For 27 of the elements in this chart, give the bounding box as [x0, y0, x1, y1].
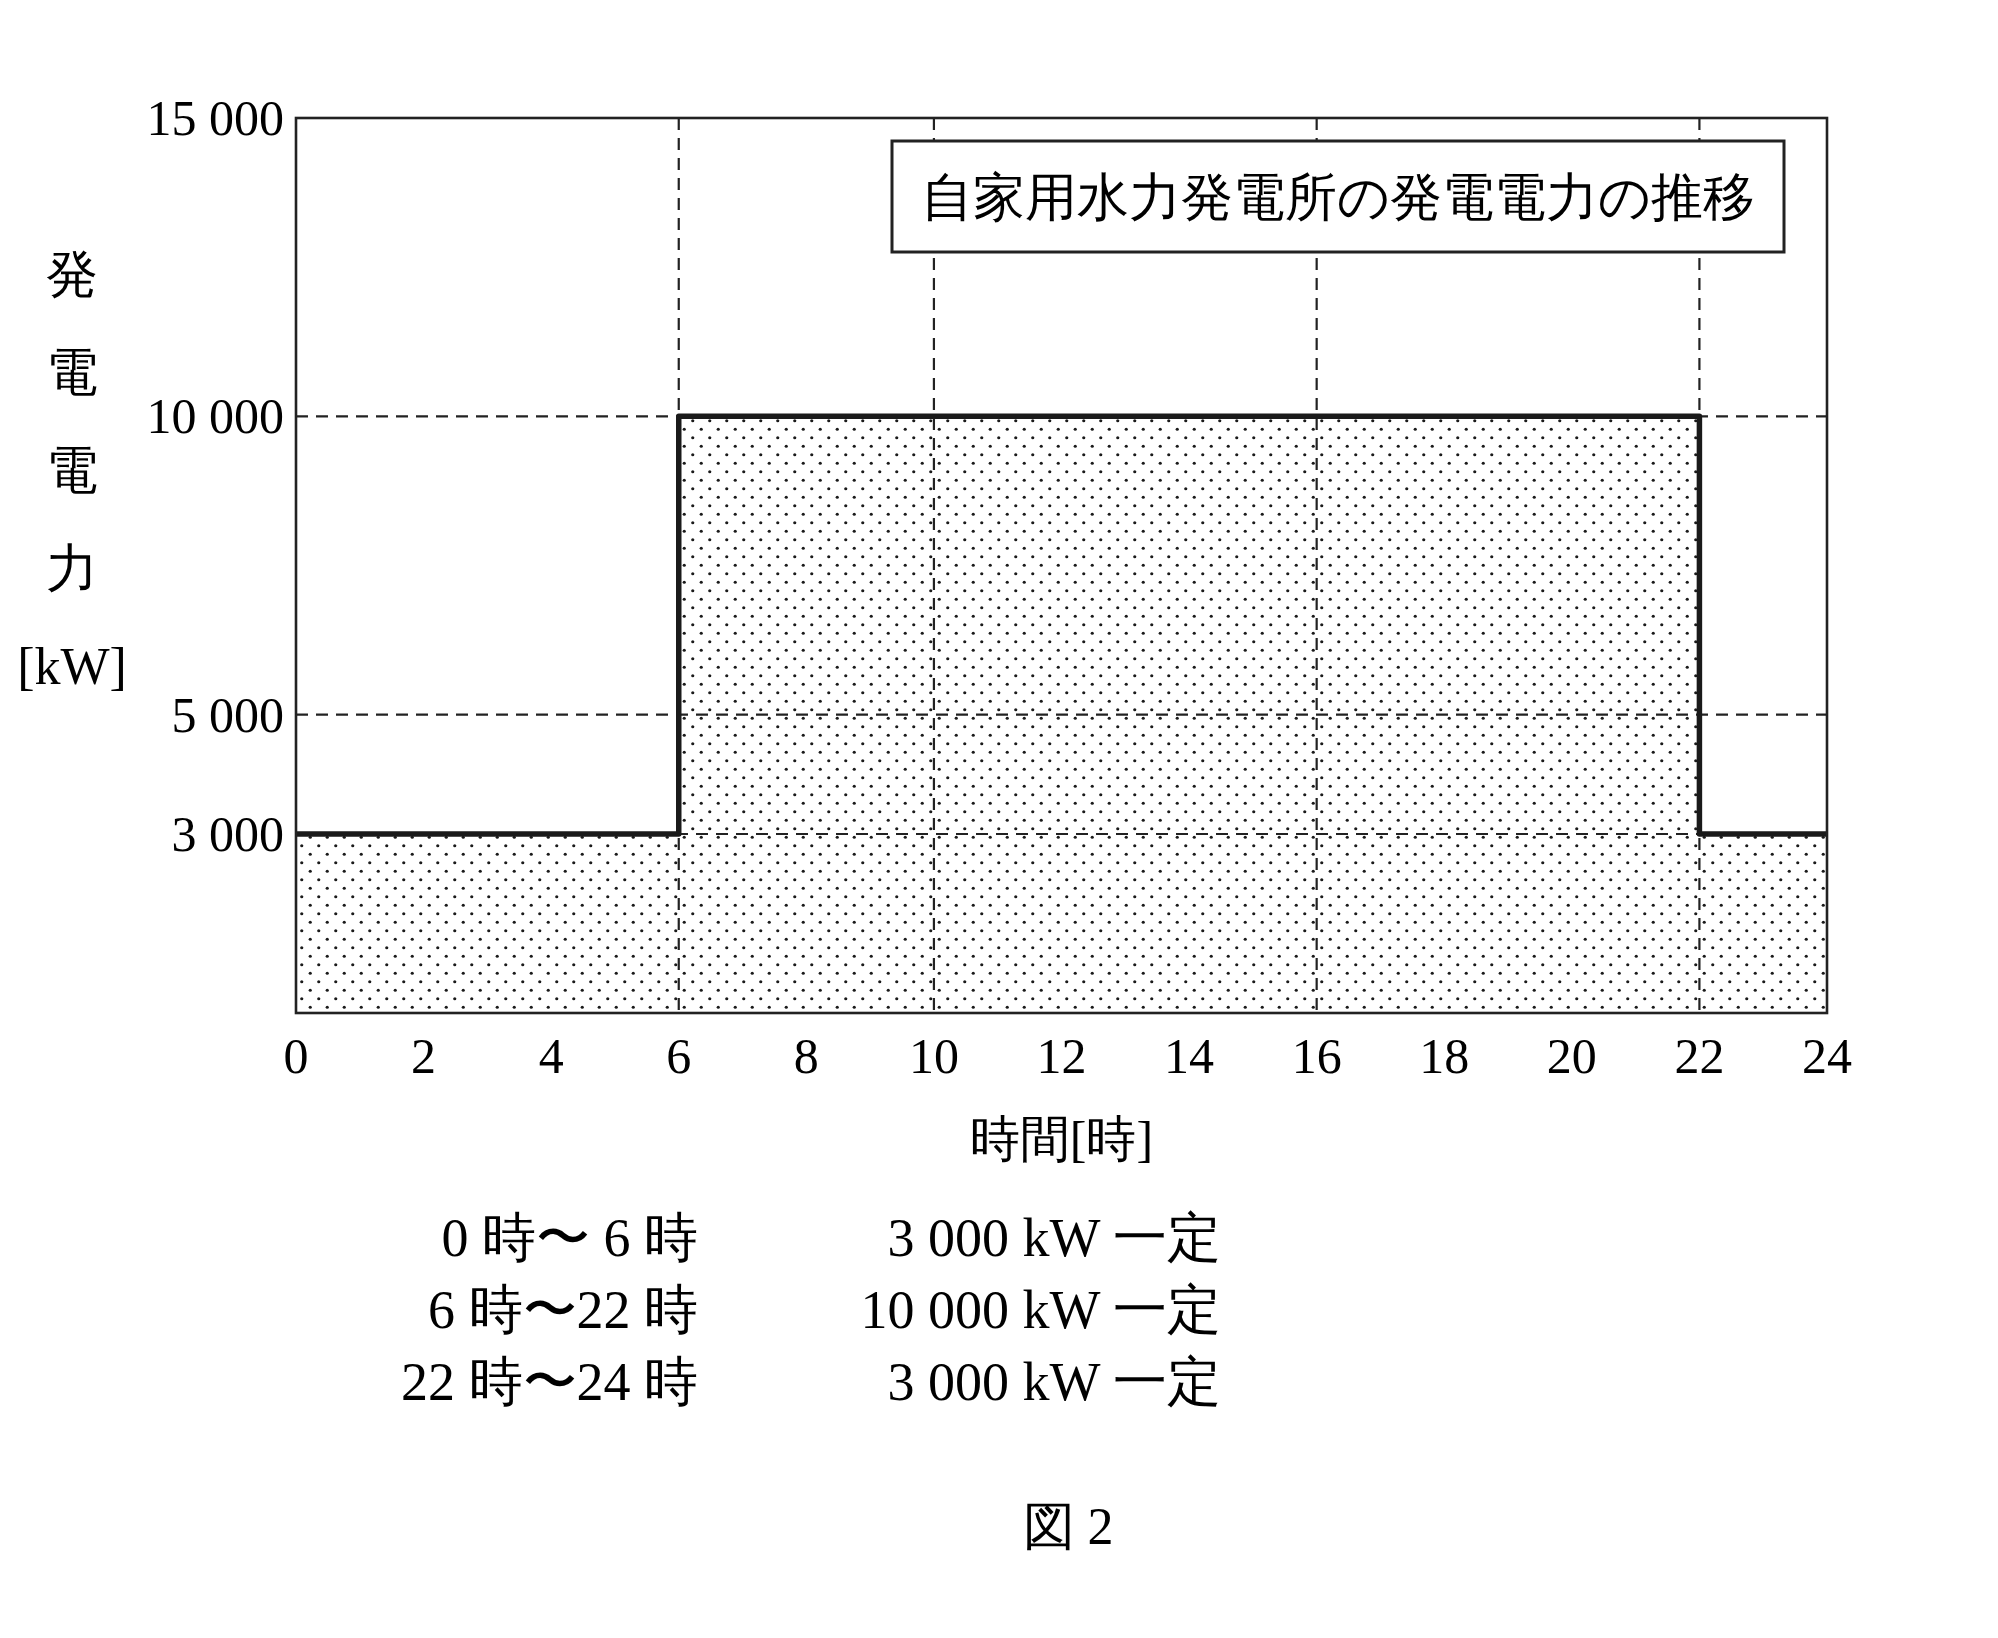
x-tick-label: 8 — [793, 1028, 819, 1084]
x-tick-label: 0 — [283, 1028, 309, 1084]
y-tick-label: 3 000 — [171, 806, 284, 862]
x-tick-label: 10 — [908, 1028, 959, 1084]
x-tick-label: 18 — [1419, 1028, 1470, 1084]
text: 22 時〜24 時 — [401, 1352, 698, 1412]
x-tick-label: 20 — [1546, 1028, 1597, 1084]
y-tick-label: 10 000 — [146, 388, 284, 445]
caption: 図 2 — [1022, 1498, 1114, 1555]
text: 0 時〜 6 時 — [441, 1208, 698, 1268]
text: 3 000 kW 一定 — [887, 1208, 1221, 1268]
x-tick-label: 12 — [1036, 1028, 1087, 1084]
x-tick-label: 6 — [666, 1028, 692, 1084]
y-tick-label: 5 000 — [171, 686, 284, 743]
x-tick-label: 14 — [1164, 1028, 1215, 1084]
x-axis-title: 時間[時] — [969, 1111, 1154, 1167]
x-tick-label: 24 — [1802, 1028, 1852, 1084]
text: 10 000 kW 一定 — [860, 1280, 1221, 1340]
y-axis-title: 発電電力[kW] — [17, 246, 127, 695]
x-tick-label: 22 — [1674, 1028, 1725, 1084]
text: 自家用水力発電所の発電電力の推移 — [921, 166, 1755, 227]
text: 3 000 kW 一定 — [887, 1352, 1221, 1412]
text: 6 時〜22 時 — [428, 1280, 698, 1340]
x-tick-label: 4 — [538, 1028, 564, 1084]
x-tick-label: 2 — [411, 1028, 437, 1084]
y-tick-label: 15 000 — [146, 90, 284, 146]
x-tick-label: 16 — [1291, 1028, 1342, 1084]
